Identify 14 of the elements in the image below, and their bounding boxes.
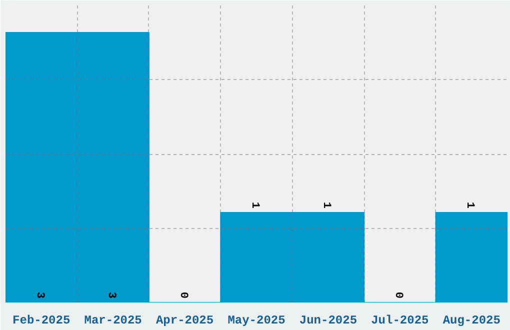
data-label: 1	[320, 202, 332, 209]
data-label: 1	[248, 202, 260, 209]
x-tick-label: Apr-2025	[156, 314, 214, 328]
x-tick-label: Mar-2025	[84, 314, 142, 328]
x-tick-label: May-2025	[228, 314, 286, 328]
x-tick-label: Jun-2025	[299, 314, 358, 328]
x-tick-label: Aug-2025	[442, 314, 500, 328]
data-label: 3	[33, 292, 46, 299]
data-label: 3	[105, 292, 118, 299]
data-label: 0	[176, 292, 189, 299]
data-label: 1	[464, 202, 476, 209]
x-tick-label: Feb-2025	[12, 314, 70, 328]
x-tick-label: Jul-2025	[371, 314, 429, 328]
data-label: 0	[392, 292, 404, 299]
